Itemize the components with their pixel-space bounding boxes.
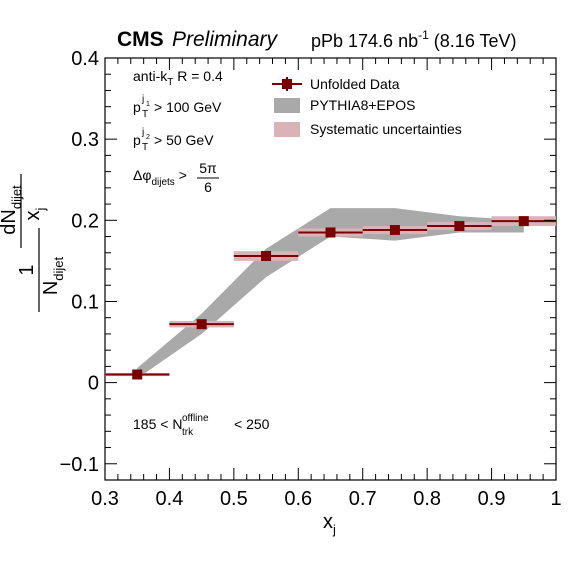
data-point-1 [196, 319, 207, 330]
svg-text:Δφdijets>: Δφdijets > [133, 167, 187, 188]
y-tick-label: 0.2 [71, 210, 99, 232]
legend-entry-pythia: PYTHIA8+EPOS [274, 97, 415, 113]
svg-text:xj: xj [22, 207, 48, 220]
annotation-pt1: pj 1 T > 100 GeV [133, 94, 222, 120]
x-tick-label: 1 [550, 488, 561, 510]
data-points-layer [105, 216, 556, 380]
y-tick-label: 0.3 [71, 129, 99, 151]
x-tick-label: 0.9 [478, 488, 506, 510]
svg-text:dNdijet: dNdijet [0, 185, 24, 235]
x-axis-title: xj [323, 511, 336, 537]
x-tick-label: 0.7 [349, 488, 377, 510]
x-tick-label: 0.5 [220, 488, 248, 510]
annotation-multiplicity: 185 < Noffline trk< 250 [133, 413, 270, 438]
x-tick-label: 0.4 [156, 488, 184, 510]
legend-label-pythia: PYTHIA8+EPOS [310, 97, 415, 113]
legend-syst-swatch [274, 122, 300, 137]
x-tick-label: 0.3 [91, 488, 119, 510]
y-tick-label: −0.1 [60, 454, 99, 476]
y-axis-ticks: −0.1 0 0.1 0.2 0.3 0.4 [60, 48, 556, 481]
legend-label-syst: Systematic uncertainties [310, 121, 462, 137]
header-lumi: pPb 174.6 nb-1 (8.16 TeV) [311, 28, 517, 51]
y-axis-title: 1 Ndijet dNdijet xj [0, 174, 66, 312]
x-tick-label: 0.6 [284, 488, 312, 510]
header-experiment: CMS [117, 28, 164, 51]
legend-entry-syst: Systematic uncertainties [274, 121, 462, 137]
data-point-6 [518, 216, 529, 227]
y-tick-label: 0.1 [71, 291, 99, 313]
legend-data-marker [282, 79, 292, 89]
legend-label-data: Unfolded Data [310, 76, 400, 92]
svg-text:Ndijet: Ndijet [40, 256, 66, 295]
y-tick-label: 0.4 [71, 48, 99, 70]
legend: Unfolded Data PYTHIA8+EPOS Systematic un… [272, 76, 462, 137]
legend-pythia-swatch [274, 98, 300, 113]
data-point-0 [132, 369, 143, 380]
data-point-2 [261, 251, 272, 262]
x-axis-ticks: 0.3 0.4 0.5 0.6 0.7 0.8 0.9 1 [91, 58, 562, 510]
svg-text:5π: 5π [199, 160, 217, 176]
svg-text:6: 6 [204, 179, 212, 195]
annotation-dphi: Δφdijets > 5π 6 [133, 160, 219, 195]
annotation-pt2: pj 2 T > 50 GeV [133, 127, 214, 153]
svg-text:1: 1 [16, 264, 38, 275]
y-tick-label: 0 [88, 373, 99, 395]
annotation-jet-algo: anti-kT R = 0.4 [133, 68, 223, 88]
x-tick-label: 0.8 [413, 488, 441, 510]
data-point-4 [389, 225, 400, 236]
data-point-5 [454, 220, 465, 231]
legend-entry-data: Unfolded Data [272, 76, 400, 92]
header-status: Preliminary [172, 28, 279, 51]
data-point-3 [325, 227, 336, 238]
